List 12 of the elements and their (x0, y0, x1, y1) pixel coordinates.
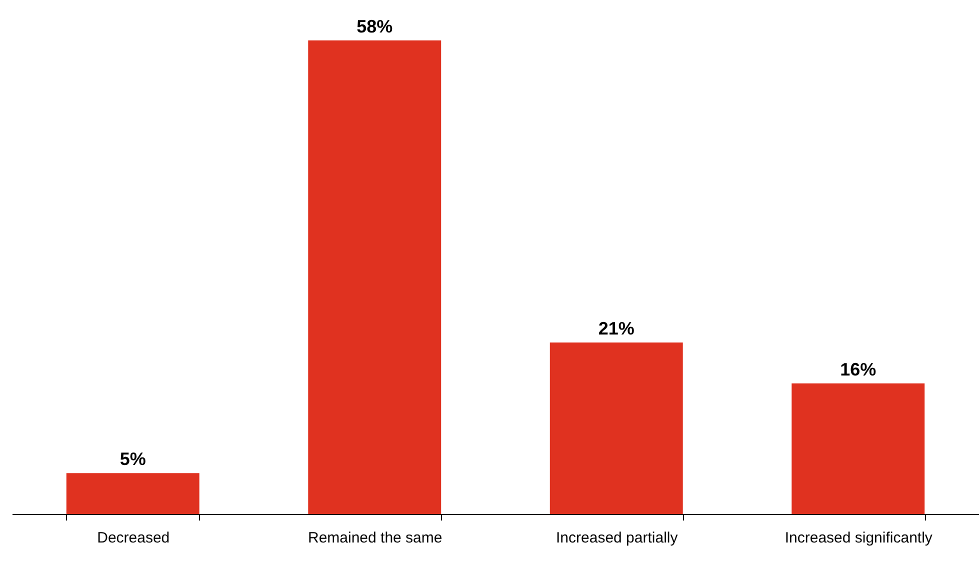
bar (308, 40, 442, 514)
data-label: 5% (120, 449, 146, 470)
data-label: 58% (356, 16, 393, 36)
bar (792, 383, 925, 514)
bar (550, 342, 683, 514)
x-tick-label: Decreased (97, 530, 170, 546)
bar (66, 473, 200, 514)
data-label: 16% (840, 359, 876, 380)
data-label: 21% (598, 318, 634, 338)
x-tick-label: Increased partially (556, 530, 678, 546)
x-tick-label: Remained the same (308, 530, 442, 546)
x-tick-label: Increased significantly (784, 530, 933, 546)
